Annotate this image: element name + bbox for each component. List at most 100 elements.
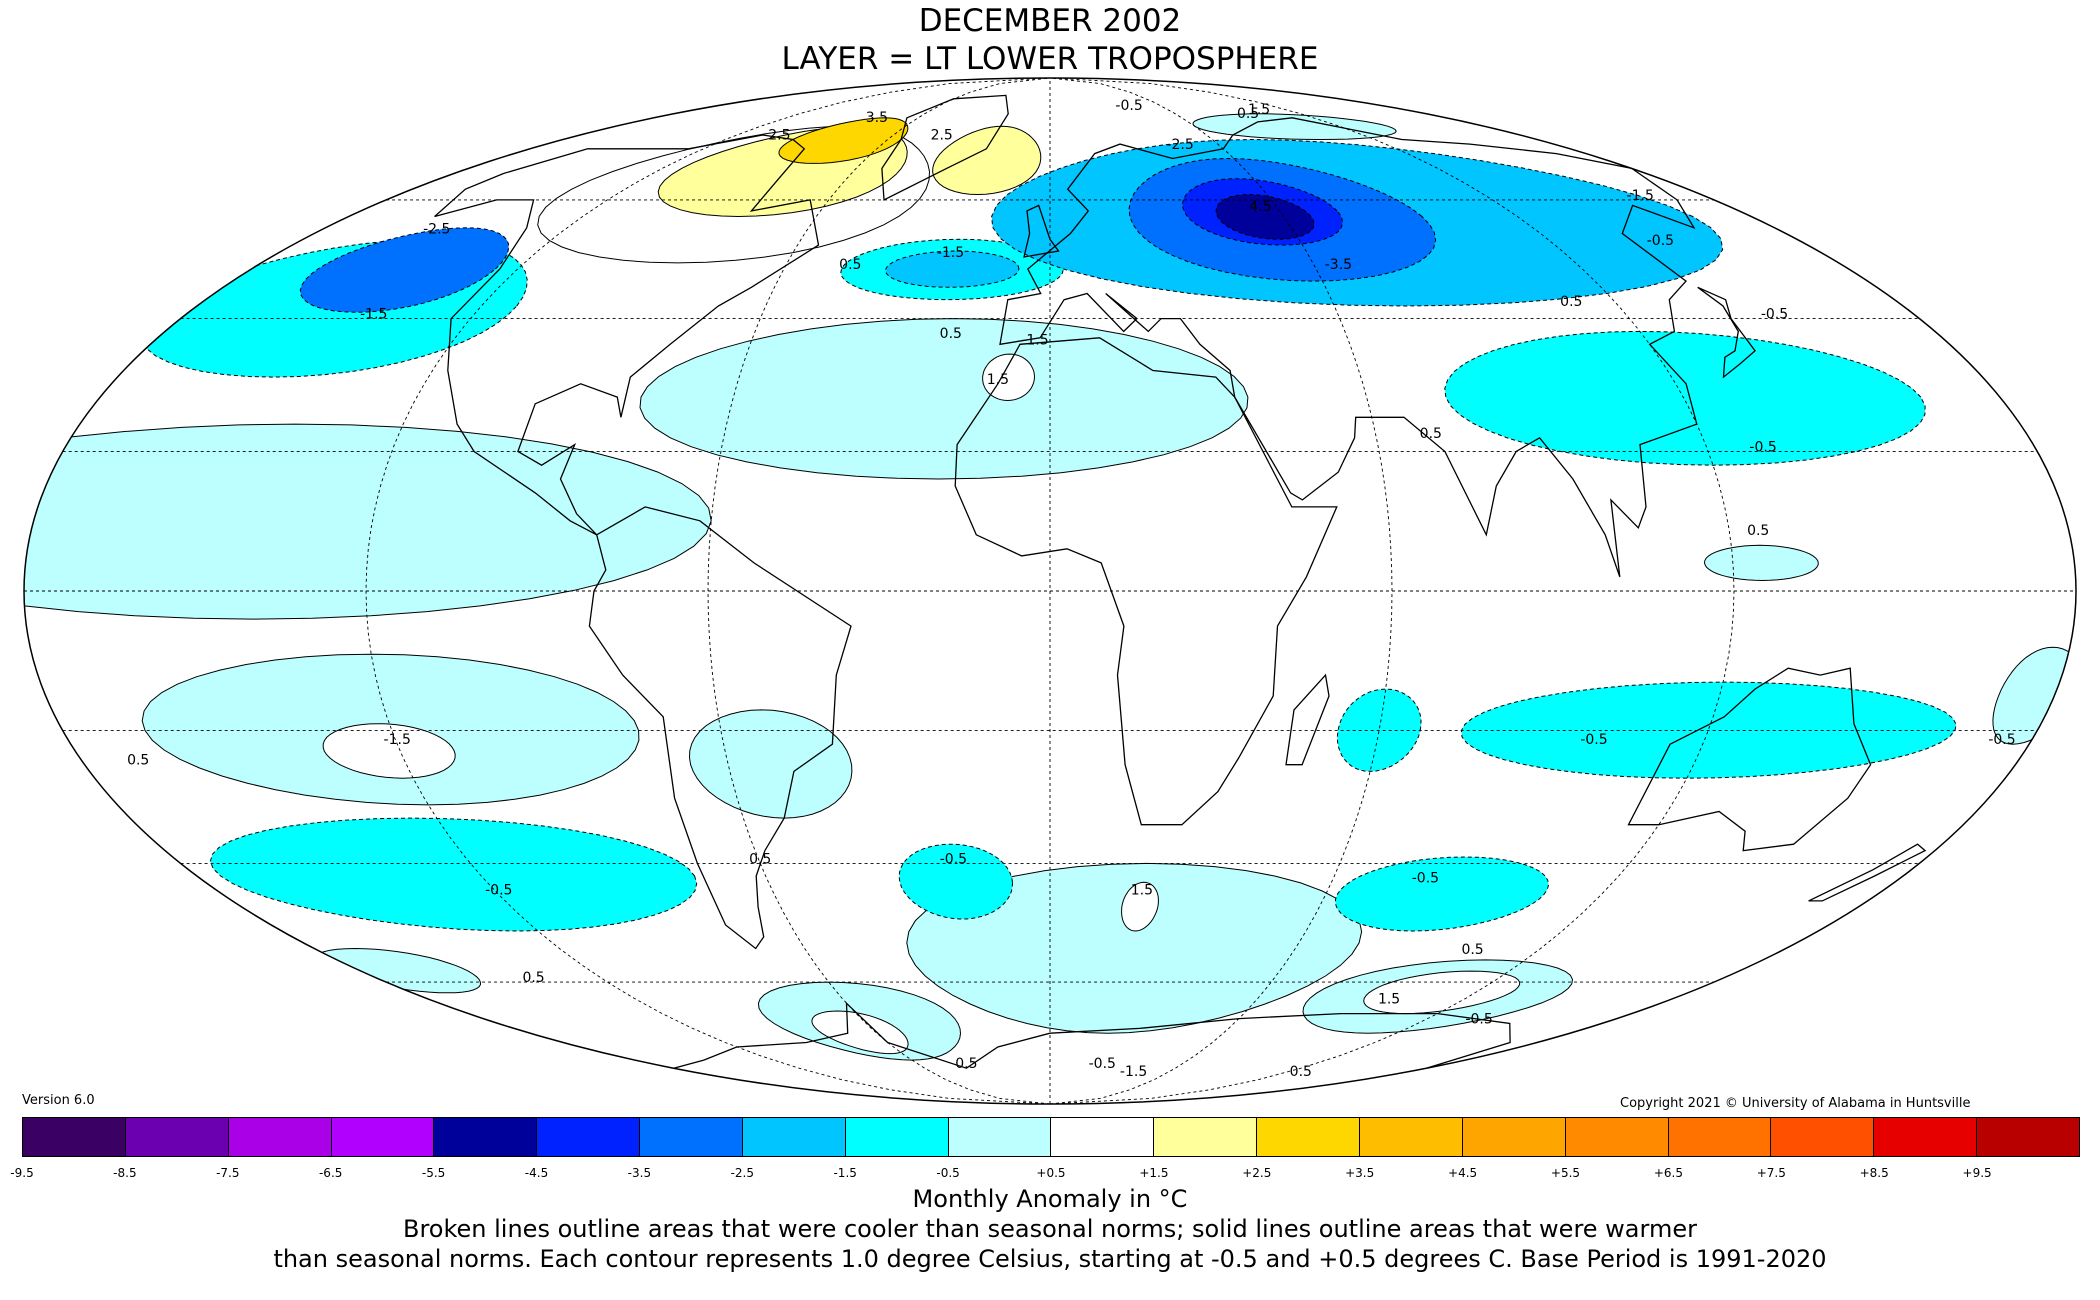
madagascar-outline <box>1285 673 1330 766</box>
color-scale-tick: -4.5 <box>524 1166 549 1180</box>
australia-outline <box>1627 667 1872 852</box>
color-swatch <box>1874 1118 1978 1156</box>
contour-label: 0.5 <box>1290 1064 1312 1080</box>
color-swatch <box>1977 1118 2079 1156</box>
contour-label: -0.5 <box>940 851 967 867</box>
contour-label: -0.5 <box>1580 732 1607 748</box>
north-america-outline <box>434 134 820 536</box>
contour-label: -0.5 <box>485 883 512 899</box>
color-scale-tick: +8.5 <box>1859 1166 1889 1180</box>
contour-label: -3.5 <box>1325 257 1352 273</box>
color-scale-tick: +6.5 <box>1653 1166 1683 1180</box>
anomaly-region <box>982 353 1036 402</box>
contour-label: 0.5 <box>1420 426 1442 442</box>
longitude-gridline <box>365 78 1051 1104</box>
contour-label: 1.5 <box>987 372 1009 388</box>
color-scale-tick: +4.5 <box>1448 1166 1478 1180</box>
anomaly-region <box>898 843 1014 920</box>
anomaly-region <box>1215 193 1315 240</box>
color-swatch <box>228 1118 332 1156</box>
contour-label: 0.5 <box>1461 942 1483 958</box>
color-swatch <box>1771 1118 1875 1156</box>
contour-label: -1.5 <box>384 732 411 748</box>
contour-label: 2.5 <box>768 128 790 144</box>
contour-label: 1.5 <box>1248 102 1270 118</box>
color-scale-tick: -8.5 <box>113 1166 137 1180</box>
caption-note-line-1: Broken lines outline areas that were coo… <box>403 1215 1697 1243</box>
anomaly-region <box>688 709 853 819</box>
contour-label: -2.5 <box>1166 137 1193 153</box>
contour-label: 0.5 <box>1237 106 1259 122</box>
contour-label: -0.5 <box>1749 440 1776 456</box>
contour-label: 4.5 <box>1249 199 1271 215</box>
contour-label: -2.5 <box>423 222 450 238</box>
anomaly-region <box>299 227 510 313</box>
contour-label: 0.5 <box>1747 523 1769 539</box>
color-scale-tick: -9.5 <box>10 1166 34 1180</box>
map-title: DECEMBER 2002 <box>918 3 1182 39</box>
longitude-gridline <box>1049 78 1393 1104</box>
contour-label: -0.5 <box>1647 233 1674 249</box>
contour-label: 0.5 <box>522 970 544 986</box>
color-scale-tick: +1.5 <box>1139 1166 1169 1180</box>
caption-note-line-2: than seasonal norms. Each contour repres… <box>273 1245 1827 1273</box>
color-swatch <box>434 1118 538 1156</box>
anomaly-region <box>1121 881 1159 932</box>
scale-units-caption: Monthly Anomaly in °C <box>912 1185 1188 1213</box>
anomaly-region <box>1703 544 1819 582</box>
contour-label: -0.5 <box>1761 307 1788 323</box>
anomaly-region <box>885 250 1020 288</box>
anomaly-color-scale <box>22 1117 2080 1157</box>
color-swatch <box>742 1118 846 1156</box>
color-swatch <box>640 1118 743 1156</box>
color-scale-tick: +2.5 <box>1242 1166 1272 1180</box>
eurasia-outline <box>999 117 1698 578</box>
color-scale-tick: -3.5 <box>627 1166 652 1180</box>
longitude-gridline <box>1049 78 1735 1104</box>
contour-label: 0.5 <box>1560 294 1582 310</box>
contour-label: -0.5 <box>1412 870 1439 886</box>
anomaly-region <box>322 723 456 779</box>
contour-label: 1.5 <box>1378 991 1400 1007</box>
contour-label: -0.5 <box>1988 732 2015 748</box>
color-swatch <box>1257 1118 1360 1156</box>
color-swatch <box>537 1118 641 1156</box>
antarctica-outline <box>673 1001 1511 1069</box>
color-swatch <box>845 1118 949 1156</box>
map-subtitle: LAYER = LT LOWER TROPOSPHERE <box>781 41 1319 77</box>
version-label: Version 6.0 <box>22 1093 95 1108</box>
contour-label: -1.5 <box>1627 188 1654 204</box>
color-swatch <box>948 1118 1052 1156</box>
color-scale-tick: -5.5 <box>421 1166 446 1180</box>
new-zealand-outline <box>1808 843 1927 902</box>
color-swatch <box>331 1118 435 1156</box>
contour-label: 0.5 <box>940 326 962 342</box>
contour-label: 2.5 <box>931 128 953 144</box>
greenland-outline <box>881 94 1009 201</box>
color-scale-tick: +9.5 <box>1962 1166 1992 1180</box>
longitude-gridline <box>707 78 1051 1104</box>
color-scale-tick: -2.5 <box>730 1166 755 1180</box>
contour-label: 0.5 <box>127 753 149 769</box>
anomaly-region <box>932 125 1042 196</box>
contour-label: -0.5 <box>1115 98 1142 114</box>
contour-label: -1.5 <box>360 307 387 323</box>
africa-outline <box>954 337 1338 826</box>
japan-outline <box>1697 286 1756 379</box>
color-scale-tick-labels: -9.5 -8.5 -7.5 -6.5 -5.5 -4.5 -3.5 -2.5 -1.5 -0.5… <box>10 1166 2080 1182</box>
contour-label: 1.5 <box>1131 883 1153 899</box>
anomaly-region <box>811 1010 909 1055</box>
anomaly-region <box>1444 330 1926 466</box>
color-scale-tick: -7.5 <box>216 1166 240 1180</box>
color-scale-tick: +0.5 <box>1036 1166 1066 1180</box>
anomaly-fill-layer <box>24 113 2076 1061</box>
color-scale-tick: +3.5 <box>1345 1166 1375 1180</box>
south-america-outline <box>588 506 852 950</box>
contour-label: 3.5 <box>866 110 888 126</box>
color-swatch <box>1051 1118 1155 1156</box>
color-swatch <box>1154 1118 1258 1156</box>
graticule-layer <box>24 78 2076 1104</box>
color-swatch <box>125 1118 229 1156</box>
anomaly-region <box>639 318 1249 480</box>
